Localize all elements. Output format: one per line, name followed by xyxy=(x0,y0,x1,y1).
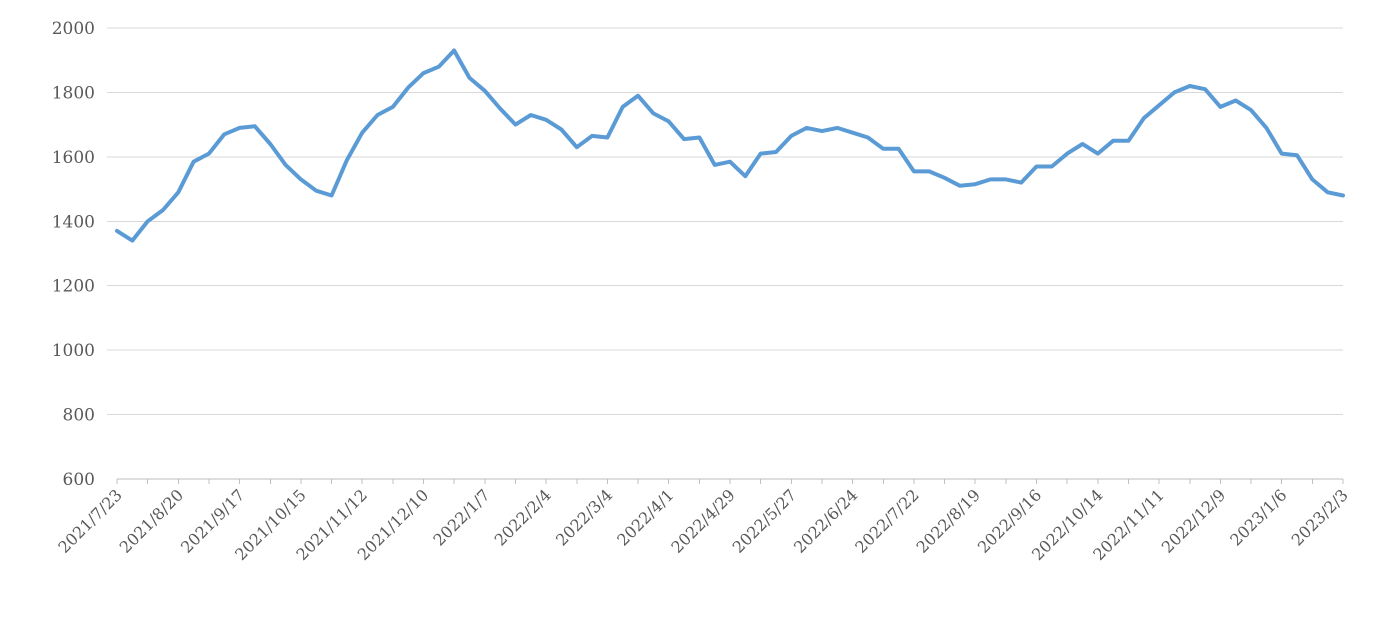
svg-text:2022/2/4: 2022/2/4 xyxy=(491,485,555,549)
x-tick-marks xyxy=(116,479,1344,484)
svg-text:2022/3/4: 2022/3/4 xyxy=(552,485,616,549)
svg-text:1400: 1400 xyxy=(52,212,95,232)
svg-text:1600: 1600 xyxy=(52,148,95,168)
svg-text:2021/7/23: 2021/7/23 xyxy=(54,485,125,556)
svg-text:2022/8/19: 2022/8/19 xyxy=(913,485,984,556)
x-axis-labels: 2021/7/232021/8/202021/9/172021/10/15202… xyxy=(54,485,1351,564)
svg-text:600: 600 xyxy=(63,470,95,490)
svg-text:2022/6/24: 2022/6/24 xyxy=(790,485,861,556)
y-axis-labels: 600 800 1000 1200 1400 1600 1800 2000 xyxy=(52,19,95,490)
svg-text:1800: 1800 xyxy=(52,83,95,103)
svg-text:2022/4/1: 2022/4/1 xyxy=(613,485,677,549)
svg-text:1000: 1000 xyxy=(52,341,95,361)
svg-text:2022/4/29: 2022/4/29 xyxy=(667,485,738,556)
svg-text:2022/1/7: 2022/1/7 xyxy=(429,485,493,549)
svg-text:2022/7/22: 2022/7/22 xyxy=(851,485,922,556)
svg-text:2023/1/6: 2023/1/6 xyxy=(1226,485,1290,549)
svg-text:2021/8/20: 2021/8/20 xyxy=(116,485,187,556)
svg-text:2022/12/9: 2022/12/9 xyxy=(1158,485,1229,556)
svg-text:1200: 1200 xyxy=(52,277,95,297)
svg-text:2000: 2000 xyxy=(52,19,95,39)
svg-text:800: 800 xyxy=(63,406,95,426)
svg-text:2023/2/3: 2023/2/3 xyxy=(1288,485,1352,549)
data-line-series xyxy=(115,48,1345,243)
svg-text:2022/5/27: 2022/5/27 xyxy=(729,485,800,556)
y-gridlines xyxy=(107,27,1343,416)
